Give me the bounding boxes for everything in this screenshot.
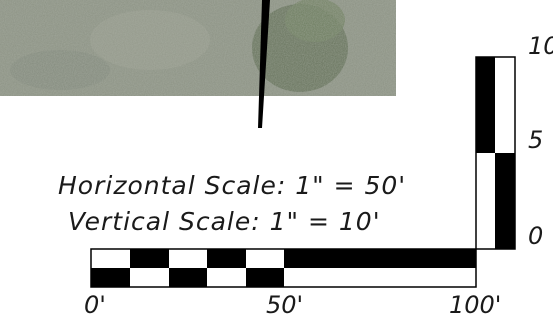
vertical-scale-note: Vertical Scale: 1" = 10' (68, 207, 381, 236)
horizontal-scale-note: Horizontal Scale: 1" = 50' (58, 171, 406, 200)
north-arrow-icon (258, 0, 270, 129)
v-label-10: 10 (528, 32, 553, 60)
horizontal-scale-bar (90, 248, 477, 288)
h-label-0: 0' (84, 291, 106, 319)
v-label-5: 5 (528, 126, 543, 154)
h-label-100: 100' (449, 291, 501, 319)
h-label-50: 50' (266, 291, 303, 319)
v-label-0: 0 (528, 222, 543, 250)
vertical-scale-bar (475, 56, 516, 250)
aerial-photo (0, 0, 396, 96)
